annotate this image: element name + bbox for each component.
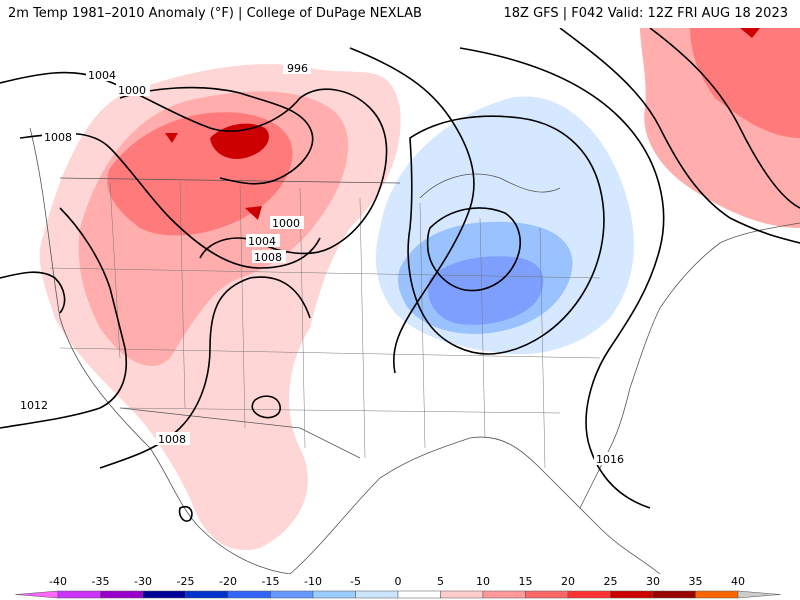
map-title: 2m Temp 1981–2010 Anomaly (°F) | College… — [8, 6, 422, 21]
legend-swatch — [270, 590, 314, 599]
legend-swatch — [695, 590, 739, 599]
map-header: 2m Temp 1981–2010 Anomaly (°F) | College… — [0, 0, 800, 28]
legend-swatch — [185, 590, 229, 599]
legend-tick-label: -25 — [177, 575, 195, 588]
legend-tick-label: 20 — [561, 575, 575, 588]
legend-tick-label: 15 — [519, 575, 533, 588]
legend-color-bar — [15, 590, 781, 599]
legend-tick-label: 0 — [395, 575, 402, 588]
isobar-label-1000-north: 1000 — [118, 84, 146, 97]
legend-swatch-min-arrow — [15, 590, 59, 599]
legend-tick-label: -40 — [49, 575, 67, 588]
color-legend: -40 -35 -30 -25 -20 -15 -10 -5 0 5 10 15 20 25 30 35 40 — [0, 574, 800, 600]
legend-tick-label: -5 — [350, 575, 361, 588]
map-canvas: 996 1000 1004 1008 1000 1004 1008 1012 1… — [0, 28, 800, 574]
warm-anomaly-northeast — [640, 28, 800, 228]
cool-anomaly-area — [375, 96, 634, 355]
isobar-label-group: 996 1000 1004 1008 1000 1004 1008 1012 1… — [18, 61, 628, 466]
legend-swatch — [57, 590, 101, 599]
legend-swatch — [142, 590, 186, 599]
warm-anomaly-area — [39, 64, 401, 550]
legend-tick-label: 30 — [646, 575, 660, 588]
legend-tick-label: 40 — [731, 575, 745, 588]
isobar-label-996: 996 — [287, 62, 308, 75]
state-boundaries — [49, 182, 601, 469]
legend-tick-label: 25 — [604, 575, 618, 588]
legend-swatch — [652, 590, 696, 599]
legend-tick-label: -10 — [304, 575, 322, 588]
isobar-label-1012: 1012 — [20, 399, 48, 412]
legend-tick-label: -35 — [92, 575, 110, 588]
model-run-info: 18Z GFS | F042 Valid: 12Z FRI AUG 18 202… — [503, 6, 789, 21]
legend-swatch — [440, 590, 484, 599]
legend-tick-label: 35 — [689, 575, 703, 588]
legend-swatch-max-arrow — [737, 590, 781, 599]
anomaly-map: 996 1000 1004 1008 1000 1004 1008 1012 1… — [0, 28, 800, 574]
legend-swatch — [525, 590, 569, 599]
isobar-label-1016: 1016 — [596, 453, 624, 466]
legend-tick-label: 5 — [437, 575, 444, 588]
legend-swatch — [567, 590, 611, 599]
isobar-label-1008-central: 1008 — [254, 251, 282, 264]
isobar-label-1008-north: 1008 — [44, 131, 72, 144]
legend-tick-label: -30 — [134, 575, 152, 588]
legend-swatch — [100, 590, 144, 599]
legend-tick-label: -20 — [219, 575, 237, 588]
legend-swatch — [397, 590, 441, 599]
legend-swatch — [355, 590, 399, 599]
isobar-label-1008-south: 1008 — [158, 433, 186, 446]
isobar-label-1000-central: 1000 — [272, 217, 300, 230]
isobar-label-1004-north: 1004 — [88, 69, 116, 82]
legend-tick-label: 10 — [476, 575, 490, 588]
legend-swatch — [482, 590, 526, 599]
geographic-borders — [29, 127, 800, 574]
legend-swatch — [312, 590, 356, 599]
isobar-label-1004-central: 1004 — [248, 235, 276, 248]
legend-swatch — [610, 590, 654, 599]
legend-swatch — [227, 590, 271, 599]
legend-canvas: -40 -35 -30 -25 -20 -15 -10 -5 0 5 10 15 20 25 30 35 40 — [15, 575, 781, 599]
legend-tick-labels: -40 -35 -30 -25 -20 -15 -10 -5 0 5 10 15 20 25 30 35 40 — [49, 575, 745, 588]
legend-tick-label: -15 — [262, 575, 280, 588]
